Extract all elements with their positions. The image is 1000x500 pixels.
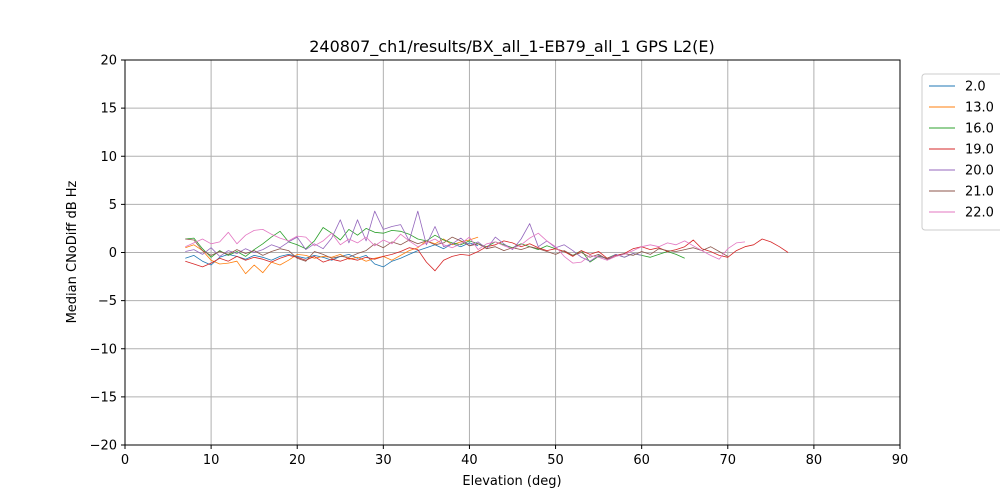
x-tick-label: 40 [461,453,478,468]
series-line-20-0 [185,210,642,262]
x-tick-label: 70 [720,453,737,468]
legend-label: 2.0 [965,80,986,95]
series-lines [185,210,789,275]
x-tick-label: 90 [892,453,909,468]
x-tick-label: 80 [806,453,823,468]
x-tick-label: 50 [547,453,564,468]
y-tick-label: −15 [90,390,117,405]
y-axis-label: Median CNoDiff dB Hz [65,180,80,323]
legend-label: 16.0 [965,122,994,137]
y-tick-label: −20 [90,439,117,454]
x-tick-label: 30 [375,453,392,468]
series-line-19-0 [185,238,789,272]
legend-label: 13.0 [965,101,994,116]
x-tick-label: 0 [121,453,129,468]
legend-label: 20.0 [965,164,994,179]
y-tick-label: 0 [109,246,117,261]
x-tick-label: 10 [203,453,220,468]
y-tick-label: 20 [100,54,117,69]
chart-title: 240807_ch1/results/BX_all_1-EB79_all_1 G… [309,37,715,57]
x-axis-label: Elevation (deg) [462,474,561,489]
y-tick-label: 10 [100,150,117,165]
series-line-2-0 [185,242,479,268]
legend-label: 21.0 [965,185,994,200]
legend: 2.0 13.0 16.0 19.0 20.0 21.0 22.0 [921,73,1000,231]
y-tick-label: 15 [100,102,117,117]
y-tick-label: −5 [98,294,117,309]
legend-label: 22.0 [965,206,994,221]
axis-ticks: 0 10 20 30 40 50 60 70 80 90 −20 −15 −10 −5 0 5 10 15 20 [90,54,909,469]
legend-label: 19.0 [965,143,994,158]
x-tick-label: 60 [633,453,650,468]
y-tick-label: 5 [109,198,117,213]
series-line-22-0 [185,228,746,264]
series-line-21-0 [185,236,728,262]
y-tick-label: −10 [90,342,117,357]
x-tick-label: 20 [289,453,306,468]
